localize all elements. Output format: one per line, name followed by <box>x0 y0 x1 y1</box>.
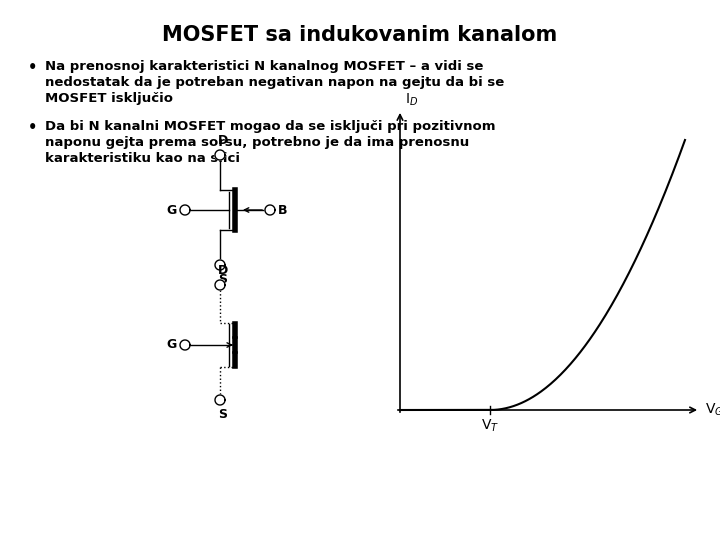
Text: MOSFET isključio: MOSFET isključio <box>45 92 173 105</box>
Text: V$_T$: V$_T$ <box>481 418 499 434</box>
Text: D: D <box>218 264 228 277</box>
Text: •: • <box>28 60 37 75</box>
Polygon shape <box>215 395 225 405</box>
Text: B: B <box>278 204 287 217</box>
Text: I$_D$: I$_D$ <box>405 92 418 108</box>
Text: D: D <box>218 134 228 147</box>
Polygon shape <box>180 205 190 215</box>
Text: karakteristiku kao na slici: karakteristiku kao na slici <box>45 152 240 165</box>
Polygon shape <box>215 280 225 290</box>
Text: •: • <box>28 120 37 135</box>
Text: V$_{GS}$: V$_{GS}$ <box>705 402 720 418</box>
Text: Na prenosnoj karakteristici N kanalnog MOSFET – a vidi se: Na prenosnoj karakteristici N kanalnog M… <box>45 60 483 73</box>
Text: MOSFET sa indukovanim kanalom: MOSFET sa indukovanim kanalom <box>163 25 557 45</box>
Text: naponu gejta prema sorsu, potrebno je da ima prenosnu: naponu gejta prema sorsu, potrebno je da… <box>45 136 469 149</box>
Polygon shape <box>265 205 275 215</box>
Text: nedostatak da je potreban negativan napon na gejtu da bi se: nedostatak da je potreban negativan napo… <box>45 76 504 89</box>
Text: S: S <box>218 408 228 421</box>
Polygon shape <box>180 340 190 350</box>
Polygon shape <box>215 260 225 270</box>
Text: G: G <box>167 339 177 352</box>
Text: G: G <box>167 204 177 217</box>
Text: S: S <box>218 273 228 286</box>
Polygon shape <box>215 150 225 160</box>
Text: Da bi N kanalni MOSFET mogao da se isključi pri pozitivnom: Da bi N kanalni MOSFET mogao da se isklj… <box>45 120 495 133</box>
